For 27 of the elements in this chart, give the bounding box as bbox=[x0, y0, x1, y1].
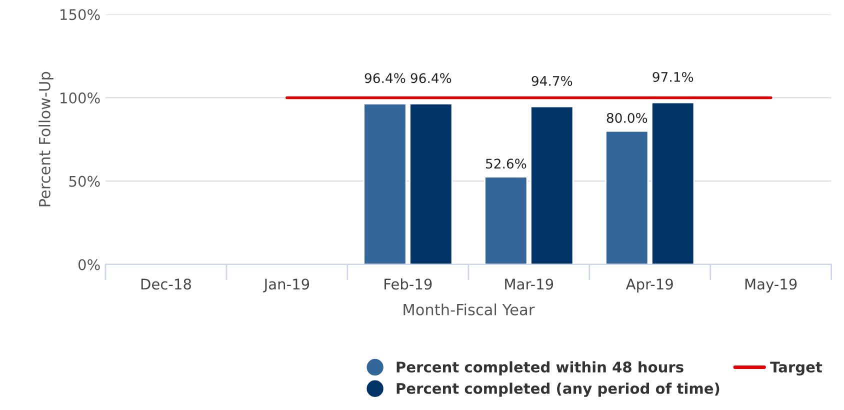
y-tick-label: 50% bbox=[69, 176, 100, 187]
y-tick-label: 100% bbox=[60, 92, 100, 104]
x-tick-label: Jan-19 bbox=[263, 278, 310, 292]
x-tick-label: Mar-19 bbox=[505, 278, 554, 290]
data-label: 52.6% bbox=[486, 158, 526, 169]
bar bbox=[651, 102, 695, 264]
bar bbox=[530, 106, 574, 264]
bar bbox=[605, 130, 649, 264]
y-axis-title: Percent Follow-Up bbox=[38, 72, 54, 206]
x-tick-label: Feb-19 bbox=[384, 278, 432, 290]
bar bbox=[363, 103, 407, 264]
x-tick-label: Dec-18 bbox=[141, 278, 192, 290]
y-tick-label: 150% bbox=[60, 9, 100, 20]
y-tick-label: 0% bbox=[78, 259, 100, 270]
legend-label: Percent completed within 48 hours bbox=[396, 361, 684, 376]
data-label: 94.7% bbox=[532, 76, 572, 86]
bar bbox=[409, 103, 453, 264]
x-axis-title: Month-Fiscal Year bbox=[404, 304, 535, 316]
data-label: 96.4% bbox=[410, 73, 452, 84]
data-label: 96.4% bbox=[364, 73, 406, 84]
x-tick-label: May-19 bbox=[745, 278, 797, 292]
bar bbox=[484, 176, 528, 264]
legend-label: Target bbox=[770, 362, 822, 376]
x-tick-label: Apr-19 bbox=[626, 278, 673, 292]
data-label: 97.1% bbox=[652, 72, 694, 82]
data-label: 80.0% bbox=[606, 112, 648, 123]
legend-label: Percent completed (any period of time) bbox=[396, 382, 720, 397]
